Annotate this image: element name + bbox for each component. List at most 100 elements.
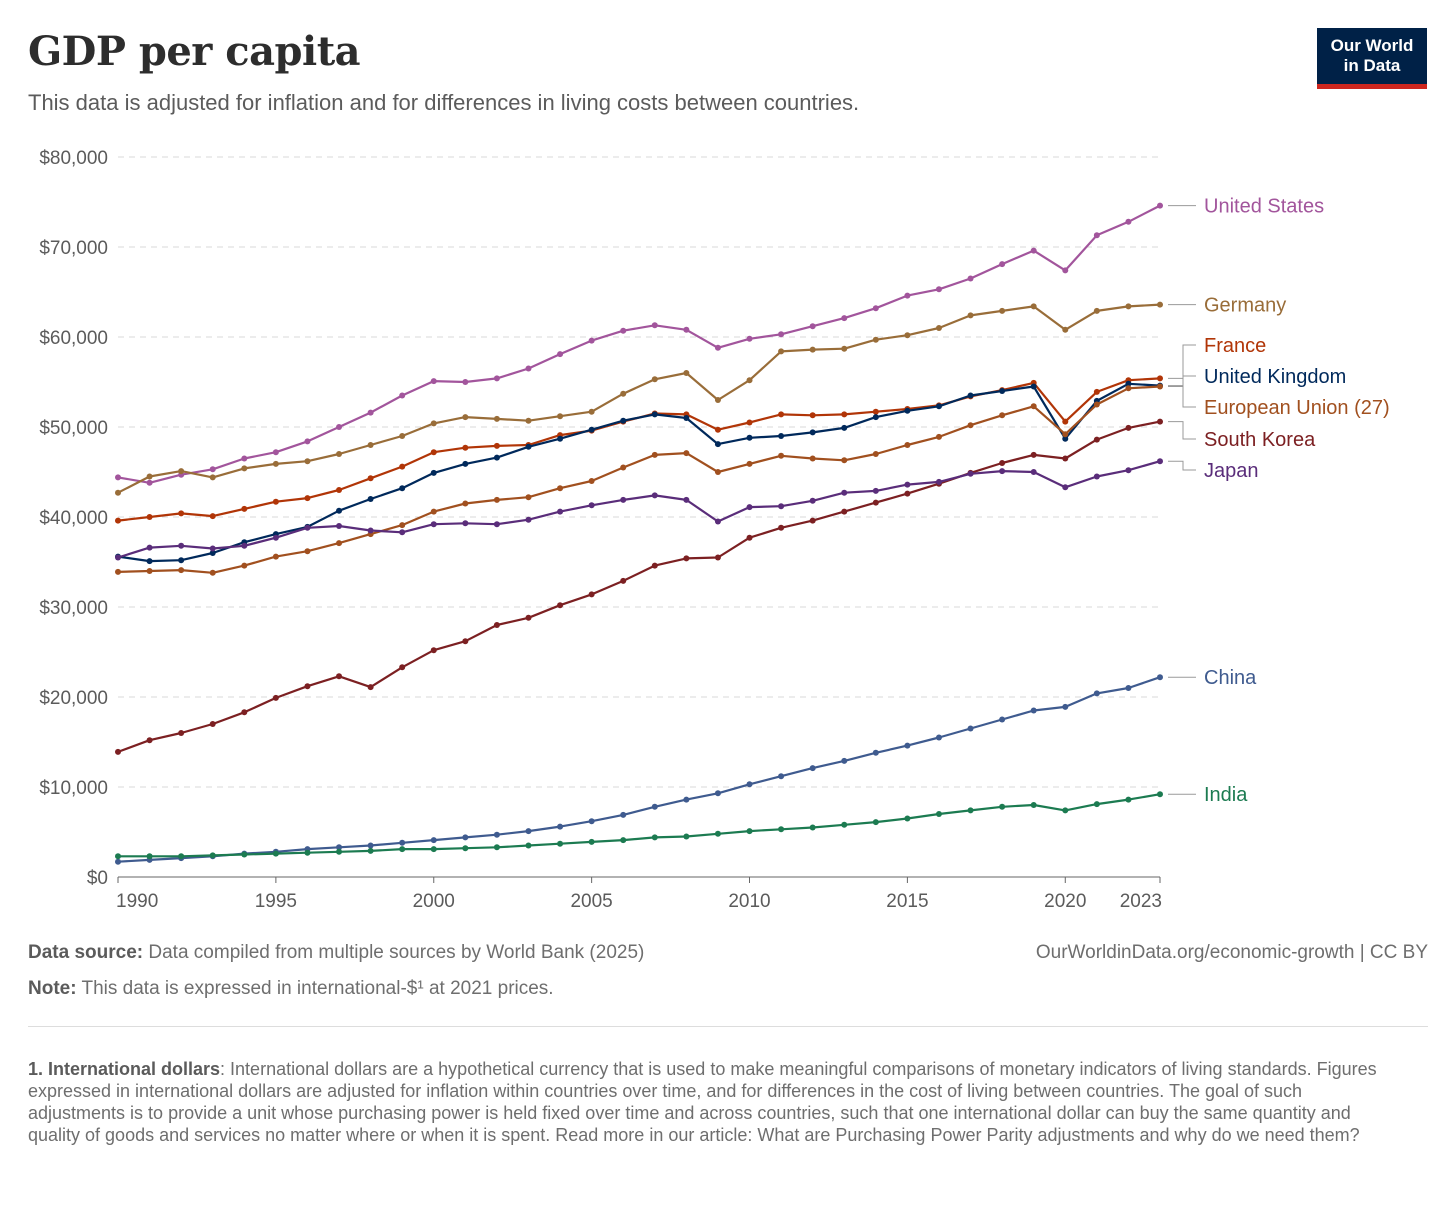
data-point-south-korea — [399, 664, 406, 671]
footer-divider — [28, 1026, 1428, 1027]
data-point-france — [1062, 418, 1069, 425]
data-point-united-states — [557, 351, 564, 358]
data-point-south-korea — [809, 517, 816, 524]
data-point-united-kingdom — [209, 550, 216, 556]
data-point-china — [399, 839, 406, 846]
data-point-china — [462, 834, 469, 841]
data-point-germany — [620, 390, 627, 397]
data-point-european-union-27 — [399, 522, 406, 529]
data-point-india — [399, 846, 406, 853]
x-tick-label: 1990 — [116, 891, 158, 912]
data-point-united-kingdom — [999, 388, 1006, 394]
data-point-european-union-27 — [462, 500, 469, 507]
series-line-south-korea — [117, 420, 1161, 753]
data-point-united-kingdom — [904, 407, 911, 414]
data-point-france — [304, 495, 311, 502]
data-point-european-union-27 — [746, 460, 753, 467]
data-point-china — [493, 831, 500, 838]
data-point-france — [115, 517, 121, 524]
data-point-germany — [872, 336, 879, 343]
series-label-france: France — [1204, 335, 1266, 357]
data-point-united-kingdom — [462, 460, 469, 467]
data-point-germany — [651, 376, 658, 383]
data-point-japan — [1030, 469, 1037, 475]
data-point-european-union-27 — [872, 451, 879, 457]
data-point-united-kingdom — [430, 469, 437, 476]
data-point-united-states — [1125, 218, 1132, 225]
data-point-south-korea — [1093, 436, 1100, 443]
y-tick-label: $60,000 — [39, 328, 108, 349]
data-point-european-union-27 — [620, 464, 627, 471]
data-point-japan — [809, 497, 816, 504]
data-point-india — [209, 852, 216, 859]
data-point-china — [778, 773, 785, 780]
data-source: Data source: Data compiled from multiple… — [28, 942, 644, 964]
data-point-france — [872, 408, 879, 415]
data-point-south-korea — [430, 647, 437, 654]
data-point-india — [714, 830, 721, 837]
data-point-india — [241, 851, 248, 858]
data-point-japan — [620, 496, 627, 503]
data-point-south-korea — [1125, 424, 1132, 431]
series-label-japan: Japan — [1204, 460, 1259, 482]
data-point-china — [967, 725, 974, 732]
data-point-japan — [209, 545, 216, 552]
data-point-france — [209, 513, 216, 520]
data-point-japan — [462, 520, 469, 527]
data-point-european-union-27 — [967, 422, 974, 429]
series-line-united-kingdom — [117, 382, 1161, 563]
owid-logo[interactable]: Our World in Data — [1317, 28, 1427, 89]
data-point-european-union-27 — [525, 494, 532, 501]
data-point-japan — [841, 489, 848, 496]
data-point-china — [841, 757, 848, 764]
data-point-germany — [841, 345, 848, 352]
data-point-european-union-27 — [241, 562, 248, 569]
data-point-germany — [525, 417, 532, 424]
data-point-china — [904, 742, 911, 749]
data-point-united-kingdom — [493, 454, 500, 461]
series-line-japan — [117, 460, 1161, 559]
chart-title: GDP per capita — [28, 28, 361, 75]
data-point-india — [841, 821, 848, 828]
data-point-south-korea — [714, 554, 721, 561]
data-point-china — [872, 749, 879, 756]
data-point-united-states — [588, 337, 595, 344]
data-point-germany — [209, 474, 216, 481]
data-point-south-korea — [999, 460, 1006, 466]
y-tick-label: $20,000 — [39, 688, 108, 709]
data-point-united-states — [651, 322, 658, 329]
data-point-japan — [367, 527, 374, 534]
label-connector-south-korea — [1168, 421, 1196, 440]
data-point-germany — [714, 397, 721, 403]
data-point-germany — [462, 414, 469, 421]
data-point-china — [1157, 674, 1163, 681]
data-point-united-kingdom — [525, 443, 532, 450]
data-point-india — [430, 846, 437, 853]
data-point-germany — [430, 420, 437, 427]
data-point-germany — [115, 489, 121, 496]
x-tick-label: 2015 — [886, 891, 928, 912]
data-point-japan — [1125, 467, 1132, 474]
data-point-china — [809, 765, 816, 772]
data-point-japan — [399, 529, 406, 536]
line-chart: $0 $10,000 $20,000 $30,000 $40,000 $50,000 $60… — [39, 148, 1389, 912]
data-point-india — [778, 826, 785, 833]
data-point-china — [430, 837, 437, 844]
data-point-south-korea — [841, 508, 848, 515]
data-point-united-states — [841, 315, 848, 322]
data-point-japan — [557, 508, 564, 515]
data-point-south-korea — [588, 591, 595, 598]
data-point-japan — [493, 521, 500, 528]
data-point-united-states — [683, 326, 690, 333]
data-point-united-kingdom — [809, 429, 816, 436]
data-point-south-korea — [241, 709, 248, 716]
data-point-india — [493, 844, 500, 851]
data-point-japan — [525, 516, 532, 523]
data-point-european-union-27 — [683, 450, 690, 457]
attribution-link[interactable]: OurWorldinData.org/economic-growth | CC … — [1035, 942, 1428, 963]
series-label-germany: Germany — [1204, 295, 1286, 317]
data-point-united-kingdom — [399, 485, 406, 492]
data-point-european-union-27 — [841, 457, 848, 464]
data-point-united-kingdom — [178, 557, 185, 564]
label-connector-japan — [1168, 460, 1196, 471]
